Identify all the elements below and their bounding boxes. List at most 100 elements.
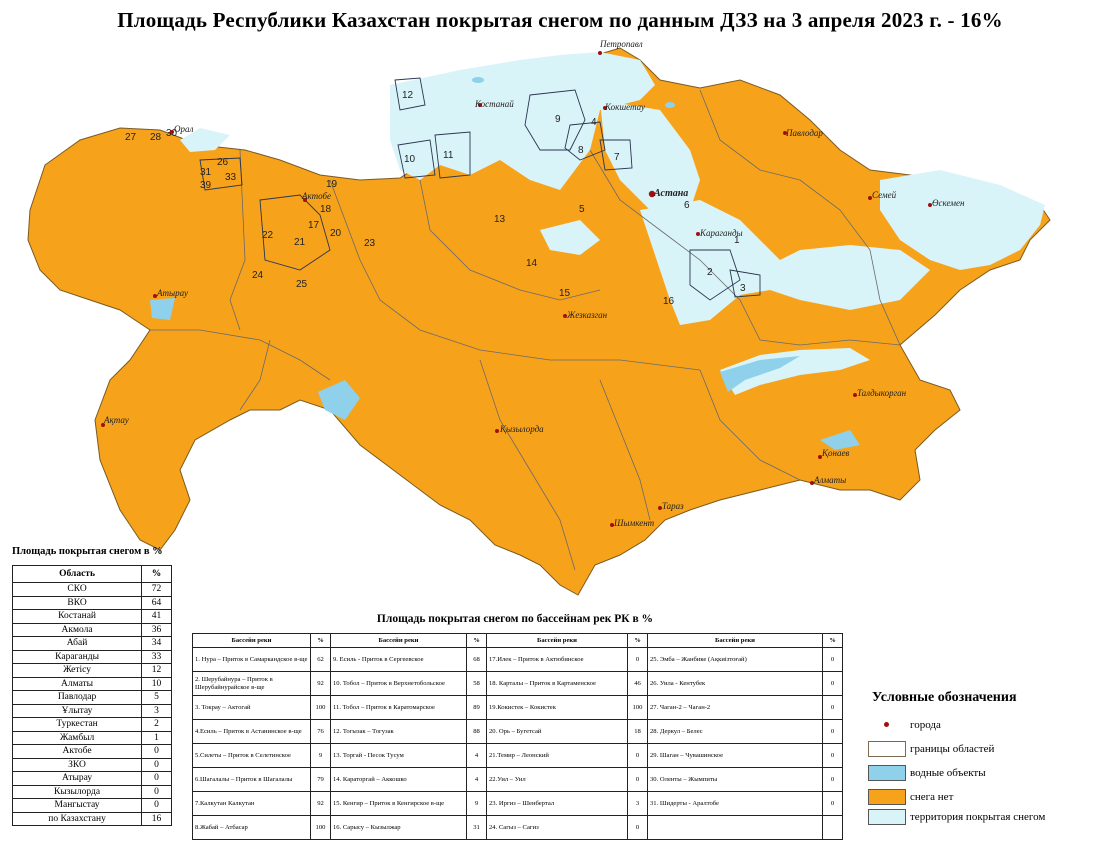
oblast-percent: 12 (141, 663, 172, 678)
city-label: Талдыкорган (857, 388, 907, 398)
basin-name (647, 815, 823, 840)
oblast-name: Караганды (11, 649, 143, 664)
basin-percent: 0 (627, 647, 648, 672)
basin-number: 31 (200, 167, 212, 178)
basin-name: 5.Силеты – Приток в Селетинское (192, 743, 311, 768)
legend-label: границы областей (910, 743, 995, 755)
oblast-name: Туркестан (11, 717, 143, 732)
column-header: % (310, 633, 331, 648)
legend-item-water: водные объекты (868, 764, 986, 782)
basin-name: 21.Темир – Леонский (486, 743, 628, 768)
oblast-name: Акмола (11, 622, 143, 637)
city-label: Өскемен (932, 198, 965, 208)
basin-name: 4.Есиль – Приток в Астанинское в-ще (192, 719, 311, 744)
basin-name: 31. Шидерты - Аралтобе (647, 791, 823, 816)
column-header: Бассейн реки (192, 633, 311, 648)
basin-number: 15 (559, 288, 571, 299)
oblast-name: по Казахстану (11, 811, 143, 826)
table-row: Кызылорда 0 (11, 784, 172, 799)
oblast-name: Жетісу (11, 663, 143, 678)
basin-number: 33 (225, 172, 237, 183)
table-row: Акмола 36 (11, 622, 172, 637)
basin-name: 17.Илек – Приток в Актюбинское (486, 647, 628, 672)
basin-name: 13. Торгай - Песок Тусум (330, 743, 467, 768)
oblast-percent: 16 (141, 811, 172, 826)
basin-percent: 46 (627, 671, 648, 696)
city-labels: Петропавл Костанай Кокшетау Павлодар Ора… (103, 39, 965, 528)
oblast-name: Кызылорда (11, 784, 143, 799)
basin-percent: 18 (627, 719, 648, 744)
table-row: Караганды 33 (11, 649, 172, 664)
legend-item-cities: города (868, 716, 941, 734)
table-row: 1. Нура – Приток в Самаркандское в-ще 62 … (192, 647, 843, 672)
city-label: Петропавл (599, 39, 643, 49)
basin-percent: 58 (466, 671, 487, 696)
basin-percent: 0 (822, 647, 843, 672)
basin-percent: 9 (310, 743, 331, 768)
basin-name: 3. Токрау – Актогай (192, 695, 311, 720)
snow-areas (180, 52, 1045, 395)
basin-number: 27 (125, 132, 137, 143)
basin-name: 23. Иргиз – Шенбертал (486, 791, 628, 816)
basin-number-labels: 12 10 11 9 8 7 4 5 6 1 2 3 16 13 14 15 2… (125, 90, 746, 307)
table-row: Алматы 10 (11, 676, 172, 691)
basin-name: 30. Оленты – Жымпиты (647, 767, 823, 792)
table-row: Ұлытау 3 (11, 703, 172, 718)
basin-number: 6 (684, 200, 690, 211)
basin-name: 12. Тогызак – Тогузак (330, 719, 467, 744)
basin-number: 18 (320, 204, 332, 215)
basin-name: 16. Сарысу – Кызылжар (330, 815, 467, 840)
oblast-table-caption: Площадь покрытая снегом в % (12, 546, 163, 557)
basin-name: 2. Шерубайнура – Приток в Шерубайнурайск… (192, 671, 311, 696)
basin-name: 18. Карталы – Приток в Картаменское (486, 671, 628, 696)
basin-name: 14. Караторгай – Аккошко (330, 767, 467, 792)
oblast-name: Павлодар (11, 690, 143, 705)
column-header: Бассейн реки (486, 633, 628, 648)
basin-number: 14 (526, 258, 538, 269)
table-row-total: по Казахстану 16 (11, 811, 172, 826)
basin-number: 25 (296, 279, 308, 290)
city-label: Қызылорда (499, 424, 544, 434)
oblast-percent: 3 (141, 703, 172, 718)
basin-percent: 4 (466, 743, 487, 768)
basin-name: 24. Сагыз – Сагиз (486, 815, 628, 840)
table-row: 3. Токрау – Актогай 100 11. Тобол – Прито… (192, 695, 843, 720)
oblast-name: Мангыстау (11, 798, 143, 813)
column-header: % (822, 633, 843, 648)
basin-percent: 0 (627, 815, 648, 840)
oblast-snow-table: Область % СКО 72 ВКО 64 Костанай 41 Акмола 3… (11, 565, 172, 826)
basin-number: 12 (402, 90, 414, 101)
city-label: Орал (174, 124, 193, 134)
oblast-percent: 33 (141, 649, 172, 664)
oblast-percent: 10 (141, 676, 172, 691)
city-label: Алматы (813, 475, 846, 485)
city-label: Астана (653, 188, 688, 199)
basin-percent: 0 (822, 767, 843, 792)
basin-name: 28. Деркул – Белес (647, 719, 823, 744)
basin-number: 13 (494, 214, 506, 225)
basin-number: 7 (614, 152, 620, 163)
basin-percent: 100 (310, 815, 331, 840)
basin-name: 22.Уил – Уил (486, 767, 628, 792)
city-label: Тараз (662, 501, 684, 511)
basin-percent: 92 (310, 671, 331, 696)
table-row: Атырау 0 (11, 771, 172, 786)
basin-percent: 88 (466, 719, 487, 744)
oblast-percent: 64 (141, 595, 172, 610)
basin-percent: 0 (822, 719, 843, 744)
legend-label: водные объекты (910, 767, 986, 779)
table-row: Мангыстау 0 (11, 798, 172, 813)
city-label: Кокшетау (604, 102, 645, 112)
basin-number: 8 (578, 145, 584, 156)
basin-number: 17 (308, 220, 320, 231)
city-label: Атырау (156, 288, 188, 298)
basin-name: 26. Уила - Кентубек (647, 671, 823, 696)
oblast-percent: 34 (141, 636, 172, 651)
city-label: Актобе (301, 191, 331, 201)
basin-name: 20. Орь – Бугетсай (486, 719, 628, 744)
water-bodies (150, 77, 860, 450)
basin-name: 9. Есиль - Приток в Сергеевское (330, 647, 467, 672)
oblast-percent: 0 (141, 744, 172, 759)
oblast-percent: 1 (141, 730, 172, 745)
